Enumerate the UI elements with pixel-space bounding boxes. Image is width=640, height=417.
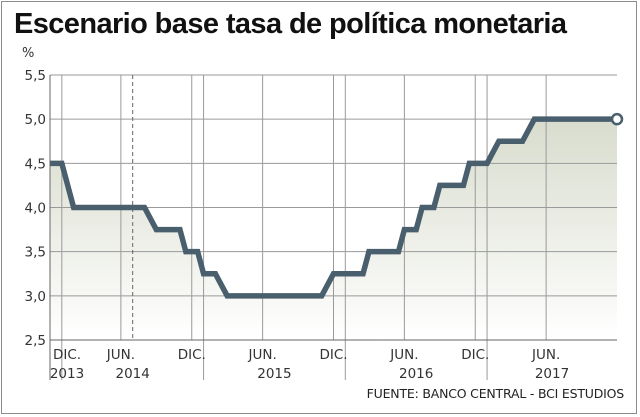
y-axis-unit-label: % [22,46,35,61]
x-tick-month-label: DIC. [319,347,347,363]
chart-title: Escenario base tasa de política monetari… [14,8,567,40]
y-tick-label: 3,5 [25,245,46,261]
x-tick-month-label: JUN. [106,347,135,363]
x-tick-month-label: DIC. [461,347,489,363]
x-tick-month-label: JUN. [247,347,276,363]
x-tick-year-label: 2017 [535,366,569,382]
x-tick-month-label: JUN. [531,347,560,363]
x-tick-year-label: 2015 [257,366,291,382]
y-tick-label: 4,0 [25,201,46,217]
y-tick-label: 5,0 [25,112,46,128]
y-tick-label: 4,5 [25,156,46,172]
source-note: FUENTE: BANCO CENTRAL - BCI ESTUDIOS [366,386,625,401]
x-tick-year-label: 2014 [116,366,150,382]
x-tick-year-label: 2013 [50,366,84,382]
x-tick-month-label: DIC. [178,347,206,363]
x-tick-year-label: 2016 [399,366,433,382]
series-line [50,116,617,299]
x-tick-month-label: JUN. [389,347,418,363]
y-tick-label: 5,5 [25,68,46,84]
series-endpoint-marker [610,112,624,126]
y-tick-label: 3,0 [25,289,46,305]
x-tick-month-label: DIC. [53,347,81,363]
y-tick-label: 2,5 [25,333,46,349]
